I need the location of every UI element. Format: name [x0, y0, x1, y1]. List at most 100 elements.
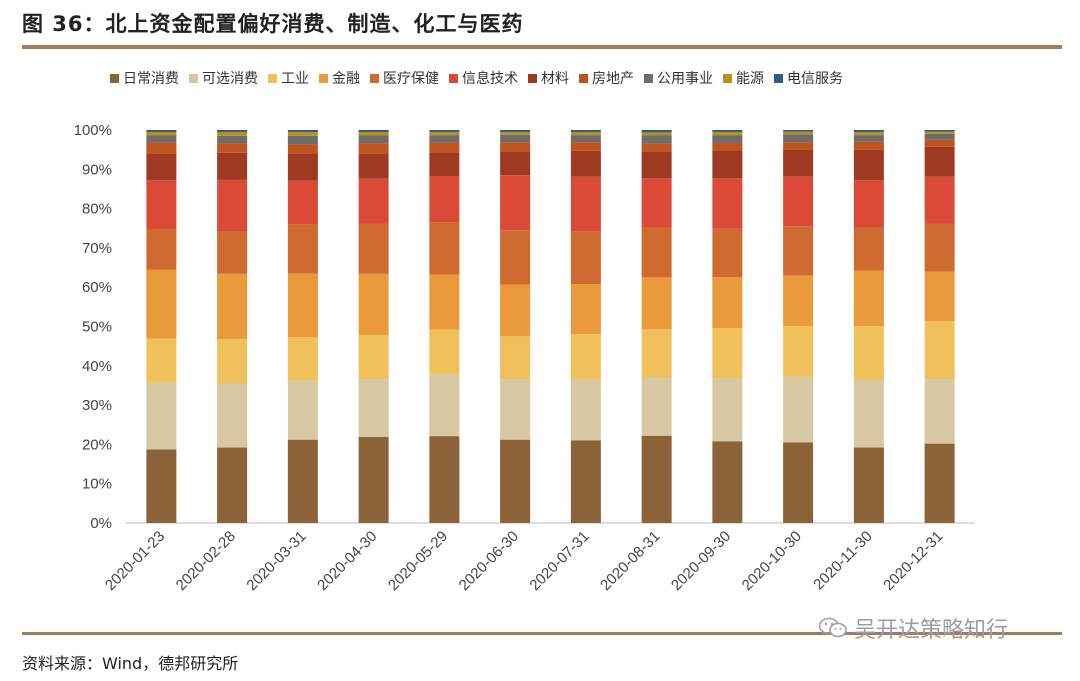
bar-stack-2020-08-31 [641, 130, 672, 523]
bar-segment [924, 146, 955, 177]
bar-segment [429, 222, 460, 275]
legend-label: 工业 [281, 71, 309, 87]
bar-segment [146, 269, 177, 339]
legend-label: 日常消费 [123, 71, 179, 87]
bar-segment [217, 339, 248, 384]
bar-segment [429, 131, 460, 136]
legend-swatch [189, 74, 198, 83]
bar-segment [853, 270, 884, 327]
bar-segment [570, 440, 601, 523]
bar-segment [853, 135, 884, 142]
bar-segment [146, 180, 177, 230]
legend-label: 房地产 [592, 71, 634, 87]
bar-segment [287, 273, 318, 338]
bar-segment [500, 284, 531, 337]
bar-segment [783, 176, 814, 227]
bar-segment [358, 131, 389, 136]
bar-segment [358, 153, 389, 179]
y-tick-label: 10% [82, 476, 112, 493]
y-tick-label: 50% [82, 319, 112, 336]
legend-label: 信息技术 [462, 70, 518, 87]
bar-segment [853, 141, 884, 150]
top-rule [22, 45, 1062, 49]
bar-segment [641, 143, 672, 152]
x-tick-label: 2020-07-31 [526, 528, 592, 594]
bar-segment [641, 227, 672, 278]
x-tick-label: 2020-08-31 [597, 528, 663, 594]
legend-item: 电信服务 [774, 71, 843, 87]
bar-segment [146, 142, 177, 154]
bar-segment [358, 273, 389, 336]
bar-stack-2020-05-29 [429, 130, 460, 523]
watermark-text: 吴开达策略知行 [854, 618, 1009, 643]
bar-segment [853, 180, 884, 228]
legend-item: 材料 [528, 71, 569, 87]
bottom-rule [22, 632, 1062, 635]
legend-swatch [723, 74, 732, 83]
bar-segment [358, 223, 389, 274]
bar-segment [783, 326, 814, 377]
bar-segment [358, 379, 389, 437]
bar-segment [641, 329, 672, 378]
x-tick-label: 2020-06-30 [456, 528, 522, 594]
bar-segment [429, 374, 460, 437]
bar-segment [146, 449, 177, 523]
bar-segment [429, 135, 460, 143]
legend: 日常消费 可选消费 工业 金融 医疗保健 信息技术 材料 房地产 公用事业 能源 电信服务 [110, 70, 843, 87]
bar-segment [429, 130, 460, 132]
bar-segment [500, 134, 531, 143]
bar-segment [641, 178, 672, 228]
bar-segment [358, 143, 389, 154]
y-tick-label: 30% [82, 397, 112, 414]
legend-label: 材料 [541, 71, 569, 87]
legend-swatch [319, 74, 328, 83]
bar-segment [358, 436, 389, 523]
legend-label: 电信服务 [787, 71, 843, 87]
bar-segment [783, 142, 814, 150]
bar-segment [500, 151, 531, 176]
bar-segment [924, 443, 955, 523]
bar-stack-2020-06-30 [500, 130, 531, 523]
bar-segment [217, 231, 248, 274]
x-tick-label: 2020-09-30 [668, 528, 734, 594]
bar-stack-2020-11-30 [853, 130, 884, 523]
bar-segment [783, 376, 814, 443]
bar-segment [146, 338, 177, 383]
bar-segment [500, 142, 531, 152]
bars [146, 130, 955, 523]
legend-item: 公用事业 [644, 71, 713, 87]
legend-swatch [644, 74, 653, 83]
legend-label: 公用事业 [657, 71, 713, 87]
bar-stack-2020-12-31 [924, 130, 955, 523]
y-tick-label: 90% [82, 161, 112, 178]
bar-segment [429, 152, 460, 176]
bar-segment [783, 275, 814, 327]
bar-segment [712, 150, 743, 179]
bar-segment [783, 226, 814, 276]
legend-item: 金融 [319, 71, 360, 87]
bar-segment [924, 379, 955, 444]
legend-item: 工业 [268, 71, 309, 87]
x-tick-label: 2020-05-29 [385, 528, 451, 594]
legend-item: 房地产 [579, 71, 634, 87]
bar-segment [641, 435, 672, 523]
x-tick-label: 2020-11-30 [810, 528, 875, 593]
bar-segment [924, 130, 955, 132]
y-tick-label: 80% [82, 201, 112, 218]
legend-item: 能源 [723, 71, 764, 87]
legend-label: 可选消费 [202, 71, 258, 87]
bar-stack-2020-10-30 [783, 130, 814, 523]
bar-segment [217, 143, 248, 153]
bar-segment [712, 178, 743, 229]
bar-segment [146, 131, 177, 136]
chart-title: 图 36：北上资金配置偏好消费、制造、化工与医药 [22, 12, 524, 36]
bar-segment [783, 134, 814, 143]
bar-stack-2020-09-30 [712, 130, 743, 523]
bar-segment [924, 223, 955, 272]
y-axis: 0% 10% 20% 30% 40% 50% 60% 70% 80% 90% 100% [74, 122, 112, 532]
bar-segment [853, 130, 884, 132]
bar-segment [358, 178, 389, 224]
bar-segment [287, 135, 318, 145]
bar-segment [712, 142, 743, 151]
